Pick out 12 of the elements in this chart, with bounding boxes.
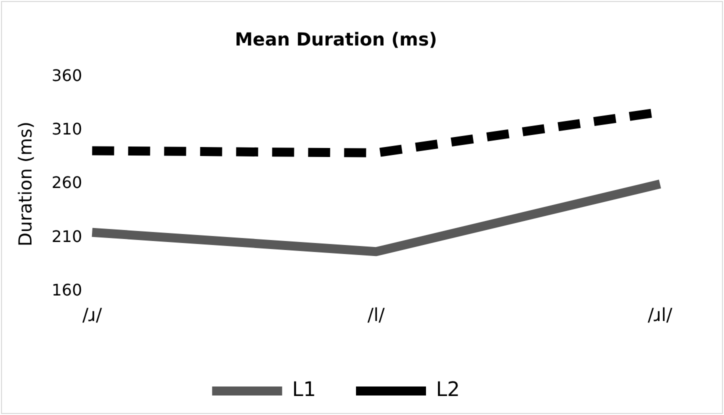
y-axis-title: Duration (ms) [15,122,36,246]
x-tick-label: /ɹ/ [82,304,103,326]
legend-label: L2 [436,377,460,402]
x-tick-label: /ɹl/ [648,304,674,326]
y-tick-label: 360 [52,66,82,85]
y-tick-label: 210 [52,226,82,246]
y-tick-label: 310 [52,119,82,138]
legend-label: L1 [292,377,316,402]
x-tick-label: /l/ [368,304,386,326]
chart-title: Mean Duration (ms) [234,29,438,50]
y-tick-label: 260 [52,173,82,192]
y-tick-label: 160 [52,280,82,300]
